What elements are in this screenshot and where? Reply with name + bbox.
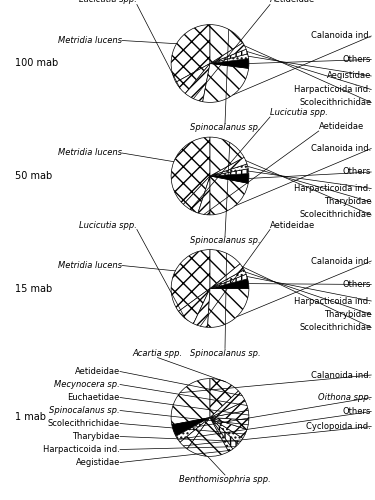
Text: Spinocalanus sp.: Spinocalanus sp. [190,348,260,358]
Wedge shape [171,24,210,82]
Wedge shape [210,24,243,64]
Text: Spinocalanus sp.: Spinocalanus sp. [190,236,260,245]
Text: Cyclopoida ind.: Cyclopoida ind. [306,422,371,431]
Wedge shape [187,418,229,457]
Text: Scolecithrichidae: Scolecithrichidae [299,323,371,332]
Wedge shape [210,418,249,430]
Wedge shape [171,137,210,204]
Text: Harpacticoida ind.: Harpacticoida ind. [294,85,371,94]
Text: Harpacticoida ind.: Harpacticoida ind. [43,445,120,454]
Text: Metridia lucens: Metridia lucens [58,36,122,45]
Wedge shape [210,58,249,68]
Wedge shape [210,418,247,438]
Text: Acartia spp.: Acartia spp. [132,348,183,358]
Text: Tharybidae: Tharybidae [72,432,120,441]
Text: Aetideidae: Aetideidae [319,122,364,131]
Text: Aegistidae: Aegistidae [76,458,120,467]
Wedge shape [207,288,249,328]
Wedge shape [194,288,210,328]
Wedge shape [210,54,249,64]
Wedge shape [171,378,210,425]
Text: Scolecithrichidae: Scolecithrichidae [299,210,371,220]
Text: 15 mab: 15 mab [15,284,52,294]
Text: Calanoida ind.: Calanoida ind. [311,256,371,266]
Text: 1 mab: 1 mab [15,412,46,422]
Wedge shape [210,401,248,417]
Text: Metridia lucens: Metridia lucens [58,148,122,158]
Wedge shape [171,250,210,312]
Text: Lucicutia spp.: Lucicutia spp. [270,108,328,117]
Text: Euchaetidae: Euchaetidae [68,393,120,402]
Wedge shape [210,164,248,176]
Wedge shape [210,391,245,417]
Text: Calanoida ind.: Calanoida ind. [311,144,371,153]
Wedge shape [210,158,247,176]
Text: Harpacticoida ind.: Harpacticoida ind. [294,184,371,193]
Wedge shape [203,64,249,102]
Wedge shape [210,264,244,288]
Text: Mecynocera sp.: Mecynocera sp. [54,380,120,389]
Wedge shape [210,270,246,288]
Wedge shape [176,418,210,442]
Text: Oithona spp.: Oithona spp. [318,393,371,402]
Wedge shape [210,418,243,444]
Wedge shape [210,174,249,184]
Text: Lucicutia spp.: Lucicutia spp. [79,0,137,4]
Wedge shape [198,176,210,215]
Text: Metridia lucens: Metridia lucens [58,261,122,270]
Text: Scolecithrichidae: Scolecithrichidae [299,98,371,107]
Text: Others: Others [343,55,371,64]
Text: Spinocalanus sp.: Spinocalanus sp. [190,124,260,132]
Wedge shape [185,64,210,102]
Text: 50 mab: 50 mab [15,171,52,181]
Wedge shape [210,410,249,420]
Wedge shape [210,137,244,176]
Wedge shape [210,418,238,449]
Wedge shape [210,49,248,64]
Text: Aegistidae: Aegistidae [327,72,371,80]
Text: Aetideidae: Aetideidae [270,0,315,4]
Wedge shape [210,168,249,176]
Text: Benthomisophria spp.: Benthomisophria spp. [179,475,271,484]
Wedge shape [210,250,240,288]
Text: Others: Others [343,168,371,176]
Wedge shape [180,418,210,449]
Wedge shape [176,64,210,94]
Text: Tharybidae: Tharybidae [324,198,371,206]
Wedge shape [210,378,238,418]
Wedge shape [210,274,248,288]
Text: Calanoida ind.: Calanoida ind. [311,370,371,380]
Text: Tharybidae: Tharybidae [324,310,371,319]
Wedge shape [210,42,246,64]
Text: Harpacticoida ind.: Harpacticoida ind. [294,296,371,306]
Wedge shape [210,176,248,215]
Wedge shape [183,176,210,213]
Wedge shape [172,418,210,436]
Text: Calanoida ind.: Calanoida ind. [311,32,371,40]
Text: Aetideidae: Aetideidae [270,220,315,230]
Text: Others: Others [343,280,371,289]
Wedge shape [178,288,210,324]
Wedge shape [210,279,249,288]
Text: Lucicutia spp.: Lucicutia spp. [79,220,137,230]
Text: Scolecithrichidae: Scolecithrichidae [48,419,120,428]
Text: Others: Others [343,407,371,416]
Text: Spinocalanus sp.: Spinocalanus sp. [50,406,120,415]
Wedge shape [210,418,233,452]
Text: Aetideidae: Aetideidae [75,367,120,376]
Text: 100 mab: 100 mab [15,58,58,68]
